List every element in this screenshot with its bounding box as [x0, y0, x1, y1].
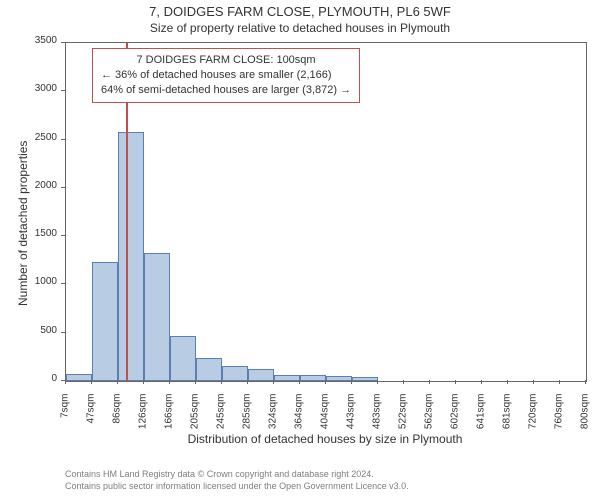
ytick-mark [61, 235, 65, 236]
ytick-mark [61, 187, 65, 188]
page-title: 7, DOIDGES FARM CLOSE, PLYMOUTH, PL6 5WF [0, 4, 600, 19]
xtick-mark [481, 380, 482, 384]
xtick-mark [403, 380, 404, 384]
xtick-mark [585, 380, 586, 384]
histogram-bar [66, 374, 92, 381]
xtick-mark [195, 380, 196, 384]
histogram-bar [196, 358, 222, 381]
xtick-mark [377, 380, 378, 384]
xtick-mark [299, 380, 300, 384]
xtick-mark [221, 380, 222, 384]
y-axis-label: Number of detached properties [16, 140, 30, 305]
ytick-mark [61, 139, 65, 140]
xtick-mark [91, 380, 92, 384]
ytick-label: 500 [0, 325, 57, 336]
ytick-mark [61, 283, 65, 284]
xtick-mark [143, 380, 144, 384]
page-subtitle: Size of property relative to detached ho… [0, 21, 600, 35]
ytick-label: 3000 [0, 83, 57, 94]
annotation-line: 7 DOIDGES FARM CLOSE: 100sqm [101, 53, 351, 68]
chart-container: 7, DOIDGES FARM CLOSE, PLYMOUTH, PL6 5WF… [0, 0, 600, 500]
xtick-mark [325, 380, 326, 384]
xtick-mark [533, 380, 534, 384]
histogram-bar [326, 376, 352, 381]
ytick-label: 3500 [0, 35, 57, 46]
x-axis-label: Distribution of detached houses by size … [65, 432, 585, 446]
attribution: Contains HM Land Registry data © Crown c… [65, 468, 409, 492]
attribution-line: Contains HM Land Registry data © Crown c… [65, 468, 409, 480]
ytick-mark [61, 42, 65, 43]
xtick-mark [429, 380, 430, 384]
histogram-bar [170, 336, 196, 381]
annotation-line: 64% of semi-detached houses are larger (… [101, 83, 351, 98]
ytick-mark [61, 332, 65, 333]
attribution-line: Contains public sector information licen… [65, 480, 409, 492]
histogram-bar [92, 262, 118, 381]
histogram-bar [248, 369, 274, 381]
xtick-mark [169, 380, 170, 384]
xtick-mark [507, 380, 508, 384]
histogram-bar [274, 375, 300, 381]
xtick-mark [559, 380, 560, 384]
histogram-bar [300, 375, 326, 381]
xtick-mark [65, 380, 66, 384]
ytick-label: 0 [0, 373, 57, 384]
annotation-box: 7 DOIDGES FARM CLOSE: 100sqm← 36% of det… [92, 48, 360, 103]
histogram-bar [352, 377, 378, 381]
histogram-bar [144, 253, 170, 381]
xtick-mark [351, 380, 352, 384]
histogram-bar [222, 366, 248, 381]
xtick-mark [273, 380, 274, 384]
xtick-mark [455, 380, 456, 384]
xtick-mark [117, 380, 118, 384]
xtick-mark [247, 380, 248, 384]
histogram-bar [118, 132, 144, 381]
annotation-line: ← 36% of detached houses are smaller (2,… [101, 68, 351, 83]
ytick-mark [61, 90, 65, 91]
